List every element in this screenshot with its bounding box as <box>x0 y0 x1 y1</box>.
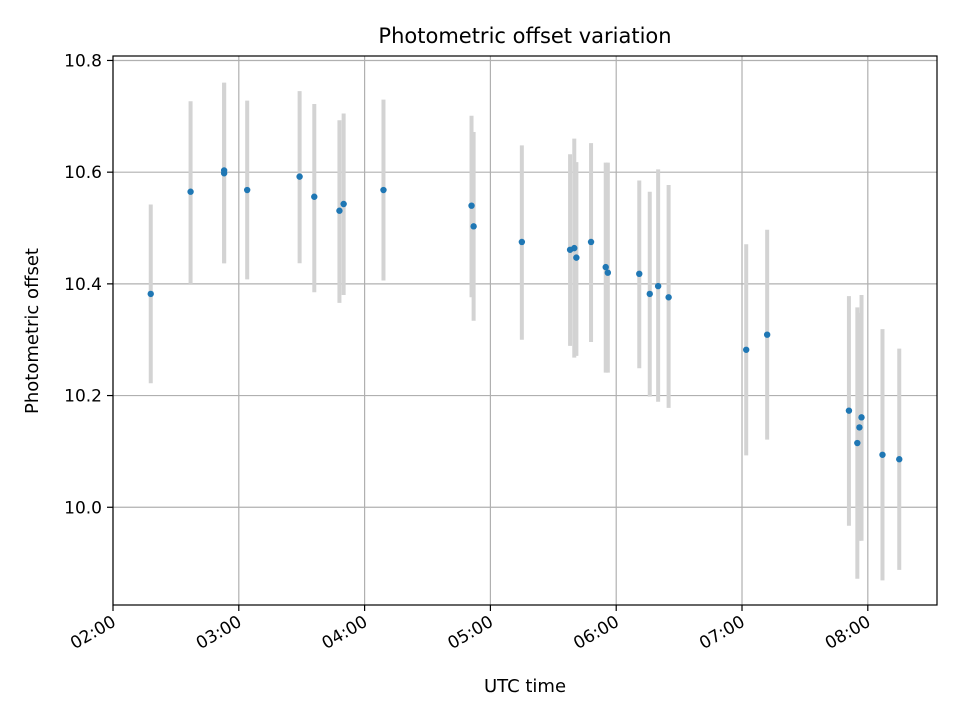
x-axis-label: UTC time <box>484 676 566 697</box>
data-point <box>518 238 526 246</box>
error-bars <box>148 82 902 581</box>
data-point <box>763 331 771 338</box>
y-tick-label: 10.0 <box>64 498 102 518</box>
y-axis-ticks: 10.0 10.2 10.4 10.6 10.8 <box>64 51 113 518</box>
data-point <box>854 439 861 447</box>
y-tick-label: 10.8 <box>64 51 102 71</box>
data-point <box>636 270 643 278</box>
data-point <box>646 290 653 298</box>
y-tick-label: 10.6 <box>64 163 102 183</box>
chart-title: Photometric offset variation <box>378 24 671 48</box>
data-point <box>845 407 853 414</box>
data-point <box>665 294 672 301</box>
x-tick-label: 03:00 <box>193 612 245 654</box>
data-point <box>243 186 251 194</box>
data-point <box>336 207 343 214</box>
x-tick-label: 08:00 <box>822 612 874 654</box>
data-point <box>896 456 903 463</box>
data-point <box>571 244 578 252</box>
x-tick-label: 06:00 <box>570 612 622 654</box>
data-point <box>602 263 609 271</box>
data-point <box>220 170 228 177</box>
plot-frame <box>112 55 938 606</box>
data-points <box>147 167 903 463</box>
y-axis-label: Photometric offset <box>22 248 43 414</box>
data-point <box>654 282 662 290</box>
data-point <box>470 223 477 230</box>
data-point <box>858 414 865 421</box>
data-point <box>468 202 475 209</box>
data-point <box>187 188 194 195</box>
data-point <box>296 173 303 180</box>
data-point <box>380 186 387 194</box>
x-tick-label: 04:00 <box>319 612 371 654</box>
grid-lines <box>112 56 937 605</box>
data-point <box>147 290 154 298</box>
x-tick-label: 07:00 <box>696 612 748 654</box>
x-tick-label: 02:00 <box>67 612 119 654</box>
data-point <box>587 238 595 246</box>
data-point <box>879 451 886 458</box>
y-tick-label: 10.2 <box>64 387 102 407</box>
data-point <box>573 254 580 261</box>
y-tick-label: 10.4 <box>64 275 102 295</box>
x-tick-label: 05:00 <box>444 612 496 654</box>
data-point <box>856 424 863 431</box>
x-axis-ticks: 02:00 03:00 04:00 05:00 06:00 07:00 08:00 <box>67 605 874 654</box>
data-point <box>604 269 612 276</box>
data-point <box>311 193 318 200</box>
data-point <box>340 200 347 208</box>
data-point <box>743 346 750 353</box>
